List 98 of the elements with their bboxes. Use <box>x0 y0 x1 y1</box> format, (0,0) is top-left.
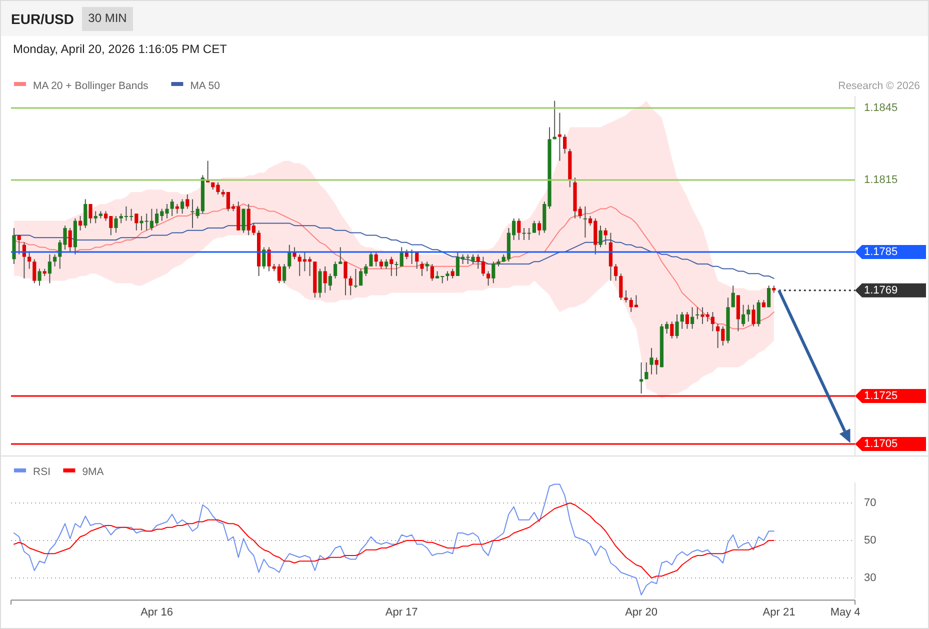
candlestick <box>53 254 57 267</box>
y-tick-label: 30 <box>864 572 876 584</box>
candlestick <box>288 244 292 270</box>
candlestick <box>624 290 628 303</box>
legend-label: MA 50 <box>190 80 220 92</box>
candlestick <box>334 261 338 279</box>
candlestick <box>680 312 684 330</box>
legend-label: RSI <box>33 466 51 478</box>
candlestick <box>614 264 618 282</box>
candlestick <box>767 285 771 308</box>
candlestick <box>38 268 42 286</box>
x-tick-label: Apr 16 <box>140 606 174 619</box>
candlestick <box>390 256 394 276</box>
candlestick <box>344 261 348 296</box>
ref-line-label: 1.1769 <box>864 284 898 296</box>
candlestick <box>384 258 388 270</box>
candlestick <box>532 220 536 234</box>
candlestick <box>619 273 623 300</box>
candlestick <box>640 362 644 394</box>
candlestick <box>78 216 82 231</box>
candlestick <box>736 294 740 332</box>
candlestick <box>28 252 32 270</box>
candlestick <box>425 261 429 272</box>
candlestick <box>446 270 450 282</box>
line-series <box>14 502 774 578</box>
candlestick <box>670 321 674 339</box>
candlestick <box>430 264 434 282</box>
candlestick <box>450 268 454 279</box>
candlestick <box>170 198 174 216</box>
candlestick <box>492 261 496 284</box>
ref-line-label: 1.1705 <box>864 438 898 450</box>
candlestick <box>242 208 246 234</box>
candlestick <box>690 306 694 330</box>
candlestick <box>583 206 587 238</box>
chart-title: EUR/USD <box>11 11 74 27</box>
candlestick <box>32 258 36 284</box>
candlestick <box>696 306 700 320</box>
candlestick <box>650 348 654 375</box>
candlestick <box>17 234 21 255</box>
candlestick <box>731 285 735 308</box>
ref-line-label: 1.1815 <box>864 174 898 186</box>
text: 30 MIN <box>88 11 127 26</box>
x-tick-label: May 4 <box>830 606 860 619</box>
candlestick <box>369 252 373 267</box>
x-tick-label: Apr 20 <box>625 606 658 619</box>
candlestick <box>746 304 750 322</box>
candlestick <box>186 194 190 210</box>
candlestick <box>538 220 542 236</box>
candlestick <box>742 304 746 327</box>
y-tick-label: 70 <box>864 496 876 509</box>
legend-label: MA 20 + Bollinger Bands <box>33 80 148 92</box>
candlestick <box>338 246 342 264</box>
candlestick <box>654 357 658 375</box>
candlestick <box>68 228 72 252</box>
candlestick <box>563 134 567 154</box>
candlestick <box>675 314 679 339</box>
candlestick <box>12 228 16 264</box>
candlestick <box>282 264 286 284</box>
x-tick-label: Apr 21 <box>762 606 796 619</box>
candlestick <box>354 268 358 288</box>
candlestick <box>94 210 98 224</box>
candlestick <box>420 261 424 276</box>
candlestick <box>175 204 179 214</box>
candlestick <box>114 216 118 234</box>
candlestick <box>48 254 52 284</box>
candlestick <box>323 266 327 294</box>
candlestick <box>267 246 271 272</box>
candlestick <box>180 198 184 214</box>
line-series <box>14 484 774 596</box>
legend-label: 9MA <box>82 466 104 478</box>
candlestick <box>608 232 612 282</box>
candlestick <box>486 270 490 286</box>
candlestick <box>84 198 88 228</box>
candlestick <box>685 312 689 330</box>
candlestick <box>481 256 485 276</box>
y-tick-label: 50 <box>864 534 876 546</box>
candlestick <box>328 273 332 291</box>
ref-line-label: 1.1785 <box>864 246 898 258</box>
ref-line-label: 1.1725 <box>864 390 898 402</box>
candlestick <box>598 225 602 248</box>
candlestick <box>318 268 322 298</box>
candlestick <box>558 112 562 162</box>
candlestick <box>756 300 760 327</box>
candlestick <box>379 258 383 270</box>
candlestick <box>134 213 138 231</box>
candlestick <box>710 312 714 332</box>
ref-line-label: 1.1845 <box>864 102 898 114</box>
x-tick-label: Apr 17 <box>385 606 418 619</box>
candlestick <box>752 304 756 327</box>
candlestick <box>476 254 480 270</box>
candlestick <box>348 276 352 296</box>
chart-subtitle: Monday, April 20, 2026 1:16:05 PM CET <box>13 42 228 56</box>
candlestick <box>517 218 521 240</box>
candlestick <box>644 362 648 380</box>
candlestick <box>88 204 92 224</box>
text: Research © 2026 <box>838 80 920 92</box>
candlestick <box>604 228 608 246</box>
candlestick <box>374 252 378 267</box>
